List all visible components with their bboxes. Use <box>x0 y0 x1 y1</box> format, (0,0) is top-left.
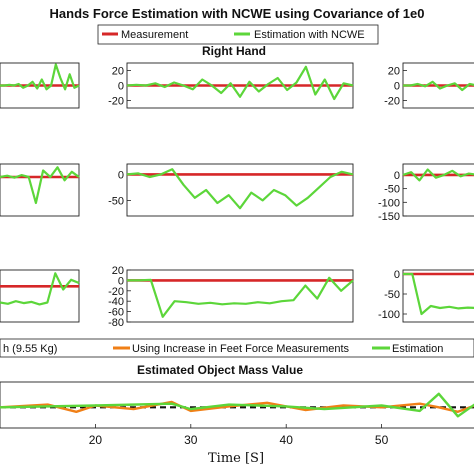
panel-row2-right-frame <box>402 163 474 217</box>
panel-row1-right-ytick-label-0: 20 <box>388 66 400 78</box>
legend-top: Measurement Estimation with NCWE <box>97 24 379 45</box>
legend-measurement-label: Measurement <box>121 29 188 41</box>
panel-row1-left-series-1-line <box>0 63 80 91</box>
panel-row1-right-ytick-label-1: 0 <box>394 81 400 93</box>
panel-row2-right-ytick-label-3: -150 <box>378 211 400 223</box>
panel-row2-center-ytick-label-0: 0 <box>118 169 124 181</box>
panel-row2-center-series-1-line <box>126 168 354 210</box>
panel-row3-right-series-1-line <box>403 272 474 316</box>
legend-estimation-label: Estimation with NCWE <box>254 29 365 41</box>
panel-row2-right-ytick-label-1: -50 <box>384 184 400 196</box>
panel-row3-left-series-1-line <box>0 272 80 306</box>
panel-row3-right-ytick-label-1: -50 <box>384 289 400 301</box>
mass-series-1-line <box>0 392 474 418</box>
panel-row3-left-frame <box>0 269 80 323</box>
mass-subtitle: Estimated Object Mass Value <box>137 363 303 377</box>
panel-row2-right-series-1-line <box>402 168 474 182</box>
legend-reference-label: h (9.55 Kg) <box>3 343 57 355</box>
mass-xtick-label-2: 40 <box>280 433 294 447</box>
figure-title: Hands Force Estimation with NCWE using C… <box>50 6 425 21</box>
panel-row3-center-ytick-label-1: 0 <box>118 275 124 287</box>
panel-row3-center-ytick-label-0: 20 <box>112 265 124 277</box>
legend-feet-label: Using Increase in Feet Force Measurement… <box>132 343 350 355</box>
panel-row1-center-ytick-label-0: 20 <box>112 66 124 78</box>
panel-row2-right-ytick-label-0: 0 <box>394 170 400 182</box>
panel-row1-center-ytick-label-1: 0 <box>118 81 124 93</box>
legend-mass-estimation-label: Estimation <box>392 343 443 355</box>
mass-xtick-label-3: 50 <box>375 433 389 447</box>
panel-row1-center-series-1-line <box>126 65 354 101</box>
panel-row3-center-ytick-label-3: -40 <box>108 296 124 308</box>
panel-row2-right-ytick-label-2: -100 <box>378 197 400 209</box>
panel-row1-center-ytick-label-2: -20 <box>108 96 124 108</box>
panels-layer: 200-20200-200-500-50-100-150200-20-40-60… <box>0 62 474 447</box>
panel-row3-center-ytick-label-4: -60 <box>108 307 124 319</box>
panel-row3-center-ytick-label-2: -20 <box>108 286 124 298</box>
panel-row3-right-frame <box>402 269 474 323</box>
mass-xtick-label-0: 20 <box>89 433 103 447</box>
legend-bottom: h (9.55 Kg) Using Increase in Feet Force… <box>0 338 474 358</box>
mass-xtick-label-1: 30 <box>184 433 198 447</box>
x-axis-label: Time [S] <box>208 451 264 466</box>
panel-row3-right-ytick-label-0: 0 <box>394 269 400 281</box>
panel-row3-center-series-1-line <box>127 276 354 318</box>
panel-row1-right-series-1-line <box>403 80 474 92</box>
panel-row3-center-ytick-label-5: -80 <box>108 317 124 329</box>
panel-row2-center-ytick-label-1: -50 <box>108 195 124 207</box>
legend-bottom-box <box>0 338 474 358</box>
panel-row1-right-ytick-label-2: -20 <box>384 96 400 108</box>
panel-row2-left-series-1-line <box>0 166 80 205</box>
panel-row3-right-ytick-label-2: -100 <box>378 309 400 321</box>
right-hand-subtitle: Right Hand <box>202 44 266 58</box>
